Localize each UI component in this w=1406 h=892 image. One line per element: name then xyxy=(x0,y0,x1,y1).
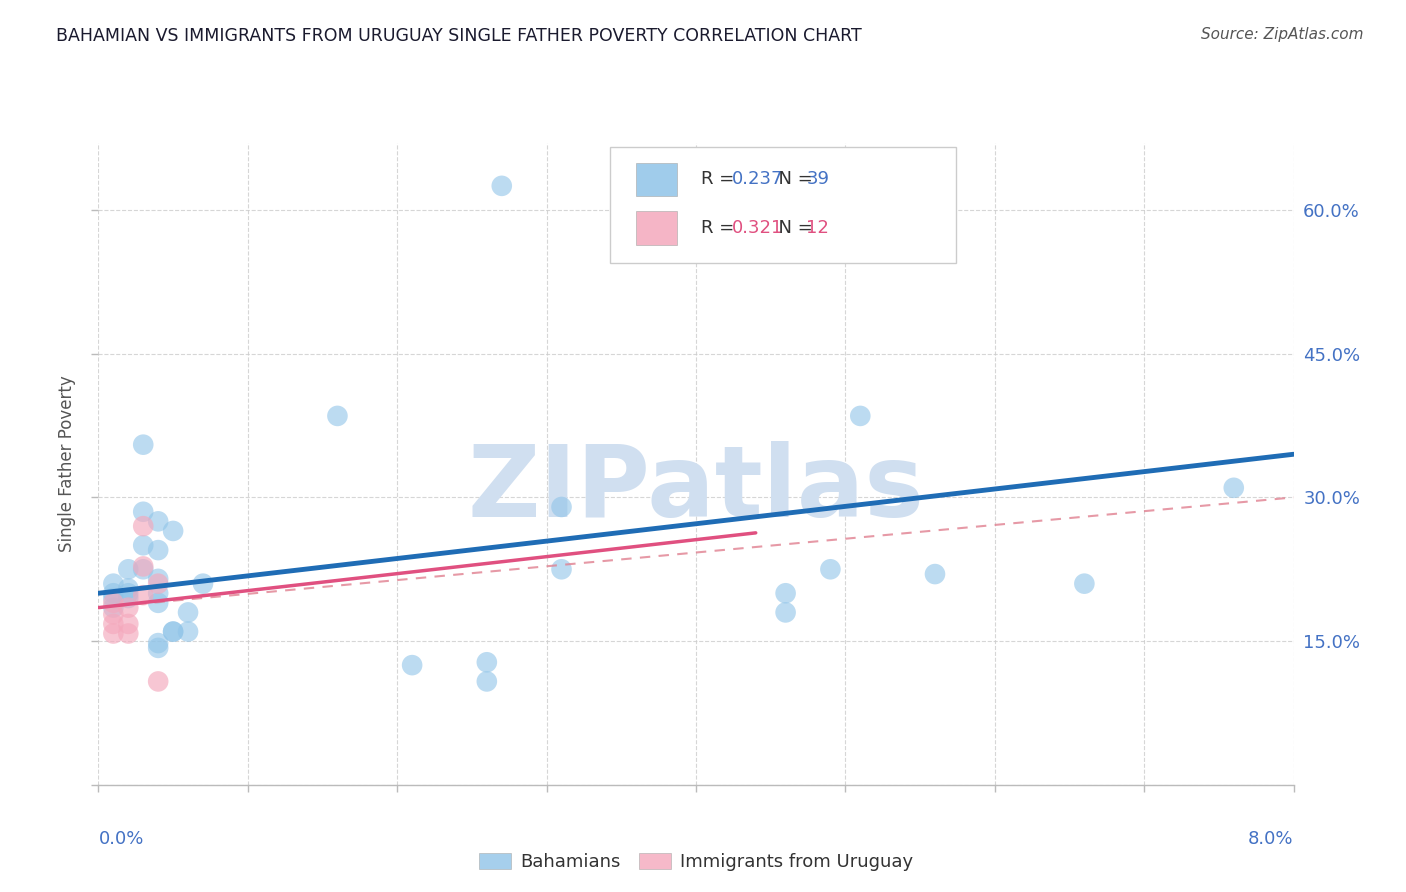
Point xyxy=(1073,576,1095,591)
Point xyxy=(849,409,872,423)
Point xyxy=(162,624,184,639)
Point xyxy=(103,607,125,622)
Point xyxy=(491,178,513,193)
Point xyxy=(1222,481,1246,495)
Point xyxy=(103,576,125,591)
Point xyxy=(103,626,125,640)
Point xyxy=(132,538,155,552)
Point xyxy=(550,562,572,576)
Point xyxy=(117,591,139,605)
Text: 0.321: 0.321 xyxy=(731,219,783,236)
Text: R =: R = xyxy=(700,170,740,188)
Point xyxy=(148,572,170,586)
Point xyxy=(103,591,125,605)
Point xyxy=(326,409,349,423)
Y-axis label: Single Father Poverty: Single Father Poverty xyxy=(58,376,76,552)
Point xyxy=(148,543,170,558)
Point xyxy=(191,576,214,591)
Point xyxy=(820,562,842,576)
Text: BAHAMIAN VS IMMIGRANTS FROM URUGUAY SINGLE FATHER POVERTY CORRELATION CHART: BAHAMIAN VS IMMIGRANTS FROM URUGUAY SING… xyxy=(56,27,862,45)
Point xyxy=(148,586,170,600)
Point xyxy=(177,624,200,639)
Point xyxy=(550,500,572,514)
Point xyxy=(103,596,125,610)
Point xyxy=(132,505,155,519)
Point xyxy=(103,616,125,631)
Point xyxy=(162,624,184,639)
Point xyxy=(132,438,155,452)
Text: Source: ZipAtlas.com: Source: ZipAtlas.com xyxy=(1201,27,1364,42)
Point xyxy=(117,626,139,640)
Text: 39: 39 xyxy=(807,170,830,188)
Point xyxy=(148,576,170,591)
Point xyxy=(103,586,125,600)
Point xyxy=(148,636,170,650)
Point xyxy=(117,616,139,631)
Text: R =: R = xyxy=(700,219,740,236)
Point xyxy=(162,524,184,538)
Text: 0.237: 0.237 xyxy=(731,170,783,188)
Point xyxy=(475,655,498,669)
Text: N =: N = xyxy=(768,219,818,236)
Point xyxy=(148,674,170,689)
Point xyxy=(148,640,170,655)
Point xyxy=(401,658,423,673)
Point xyxy=(132,588,155,602)
Point xyxy=(117,600,139,615)
Text: 12: 12 xyxy=(807,219,830,236)
Point xyxy=(103,600,125,615)
Point xyxy=(475,674,498,689)
Point xyxy=(132,562,155,576)
Point xyxy=(148,514,170,528)
Point xyxy=(775,586,797,600)
Point xyxy=(117,582,139,596)
Point xyxy=(775,606,797,620)
Point xyxy=(132,519,155,533)
Text: N =: N = xyxy=(768,170,818,188)
Point xyxy=(117,586,139,600)
Point xyxy=(177,606,200,620)
Point xyxy=(924,567,946,582)
Point xyxy=(117,562,139,576)
Point xyxy=(132,559,155,574)
Text: 0.0%: 0.0% xyxy=(98,830,143,848)
Text: ZIPatlas: ZIPatlas xyxy=(468,441,924,538)
Legend: Bahamians, Immigrants from Uruguay: Bahamians, Immigrants from Uruguay xyxy=(471,846,921,879)
Text: 8.0%: 8.0% xyxy=(1249,830,1294,848)
Point xyxy=(148,596,170,610)
